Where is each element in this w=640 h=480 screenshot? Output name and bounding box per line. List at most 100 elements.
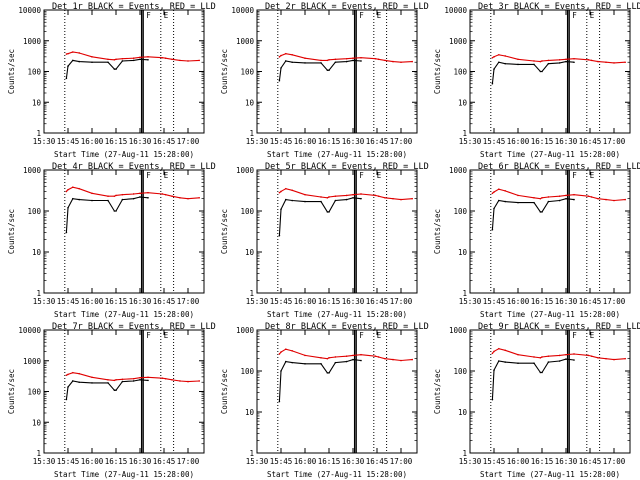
data-point: [411, 60, 413, 63]
x-axis-label: Start Time (27-Aug-11 15:28:00): [480, 470, 620, 479]
series-line-lld: [492, 54, 626, 64]
data-point: [504, 361, 506, 363]
detector-chart-2: Det 2r BLACK = Events, RED = LLD 1 10 100 10…: [213, 0, 429, 160]
x-axis-label: Start Time (27-Aug-11 15:28:00): [54, 310, 194, 319]
data-point: [493, 56, 495, 58]
data-point: [613, 358, 615, 361]
x-tick-label: 17:00: [390, 297, 413, 306]
x-tick-label: 15:45: [57, 297, 80, 306]
y-tick-label: 1: [36, 449, 41, 458]
data-point: [605, 357, 607, 360]
data-point: [498, 347, 500, 350]
data-point: [65, 77, 68, 80]
x-tick-label: 16:30: [342, 297, 365, 306]
data-point: [326, 372, 329, 374]
detector-chart-5: Det 5r BLACK = Events, RED = LLD 1 10 100 10…: [213, 160, 429, 320]
x-axis-label: Start Time (27-Aug-11 15:28:00): [480, 310, 620, 319]
data-point: [179, 380, 181, 382]
x-tick-label: 16:45: [579, 137, 602, 146]
chart-title: Det 9r BLACK = Events, RED = LLD: [478, 322, 640, 332]
y-axis-label: Counts/sec: [220, 369, 229, 414]
data-point: [285, 198, 287, 201]
data-point: [78, 52, 80, 54]
y-tick-label: 10: [245, 408, 255, 417]
data-point: [67, 188, 69, 191]
series-line-events: [491, 61, 575, 84]
x-tick-label: 16:15: [318, 137, 341, 146]
data-point: [72, 380, 74, 382]
y-tick-label: 1000: [449, 166, 468, 175]
data-point: [121, 378, 124, 381]
data-point: [517, 353, 519, 356]
data-point: [67, 65, 69, 67]
data-point: [326, 59, 329, 62]
data-point: [547, 196, 550, 198]
data-point: [121, 60, 124, 62]
marker-label-f: F: [146, 331, 151, 340]
data-point: [78, 381, 80, 384]
x-tick-label: 16:30: [555, 297, 578, 306]
x-tick-label: 16:15: [318, 297, 341, 306]
data-point: [345, 60, 348, 63]
data-point: [411, 358, 413, 361]
data-point: [147, 379, 149, 382]
x-tick-label: 15:30: [246, 297, 269, 306]
data-point: [107, 195, 109, 197]
chart-svg: Det 1r BLACK = Events, RED = LLD 1 10 100 10…: [7, 2, 216, 159]
data-point: [78, 60, 80, 63]
data-point: [533, 362, 535, 364]
x-tick-label: 16:45: [366, 457, 389, 466]
chart-title: Det 8r BLACK = Events, RED = LLD: [265, 322, 429, 332]
series-line-lld: [65, 186, 200, 200]
data-point: [113, 59, 116, 61]
data-point: [491, 352, 494, 355]
x-tick-label: 17:00: [603, 457, 626, 466]
data-point: [573, 193, 575, 196]
marker-label-f: F: [572, 11, 577, 20]
data-point: [539, 211, 542, 213]
data-point: [345, 355, 348, 357]
data-point: [121, 198, 124, 201]
y-tick-label: 10: [458, 408, 468, 417]
data-point: [328, 196, 330, 198]
data-point: [285, 60, 287, 62]
chart-title: Det 7r BLACK = Events, RED = LLD: [52, 322, 216, 332]
data-point: [624, 61, 626, 64]
y-axis-label: Counts/sec: [220, 209, 229, 254]
data-point: [320, 356, 322, 359]
data-point: [541, 211, 543, 213]
data-point: [541, 196, 543, 199]
data-point: [187, 380, 189, 383]
chart-svg: Det 8r BLACK = Events, RED = LLD 1 10 100 10…: [220, 322, 429, 479]
series-line-events: [65, 379, 149, 400]
y-tick-label: 100: [27, 207, 41, 216]
data-point: [352, 354, 354, 357]
y-tick-label: 1000: [23, 166, 42, 175]
x-tick-label: 16:45: [153, 457, 176, 466]
data-point: [590, 59, 593, 62]
y-axis-label: Counts/sec: [220, 49, 229, 94]
series-line-lld: [279, 53, 413, 63]
y-tick-label: 100: [240, 367, 254, 376]
data-point: [533, 356, 535, 358]
data-point: [139, 56, 141, 59]
data-point: [587, 59, 590, 61]
data-point: [498, 199, 500, 202]
x-tick-label: 16:00: [294, 137, 317, 146]
data-point: [121, 193, 124, 196]
data-point: [285, 360, 287, 363]
x-tick-label: 15:30: [459, 297, 482, 306]
data-point: [280, 190, 282, 193]
x-tick-label: 16:45: [579, 297, 602, 306]
x-tick-label: 16:00: [507, 137, 530, 146]
data-point: [91, 61, 93, 64]
x-tick-label: 17:00: [177, 137, 200, 146]
data-point: [590, 196, 593, 198]
data-point: [558, 195, 561, 197]
data-point: [533, 63, 535, 66]
data-point: [360, 197, 362, 200]
data-point: [65, 398, 68, 401]
data-point: [517, 58, 519, 61]
y-tick-label: 1: [249, 289, 254, 298]
chart-svg: Det 5r BLACK = Events, RED = LLD 1 10 100 10…: [220, 162, 429, 319]
